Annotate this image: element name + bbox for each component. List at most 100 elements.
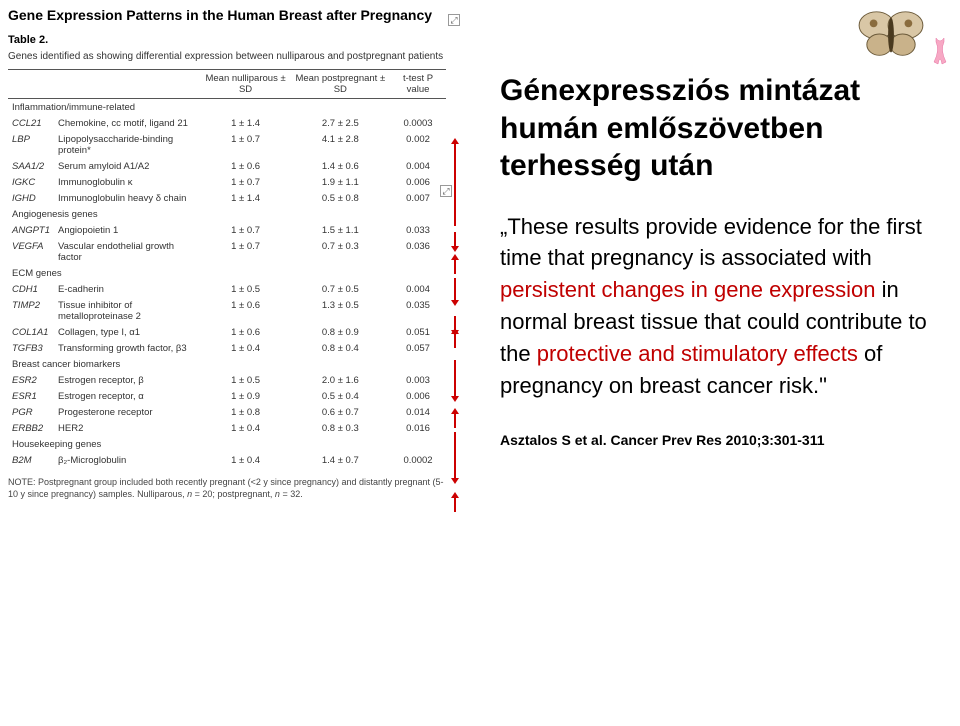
table-cell: 0.7 ± 0.3 xyxy=(291,238,391,265)
table-cell: 0.004 xyxy=(390,281,446,297)
table-row: ESR2Estrogen receptor, β1 ± 0.52.0 ± 1.6… xyxy=(8,372,446,388)
table-caption: Genes identified as showing differential… xyxy=(8,50,446,63)
table-cell: 0.0002 xyxy=(390,452,446,468)
citation: Asztalos S et al. Cancer Prev Res 2010;3… xyxy=(500,432,930,448)
table-section-heading: Housekeeping genes xyxy=(8,436,446,452)
table-cell: 1.4 ± 0.7 xyxy=(291,452,391,468)
ribbon-icon xyxy=(930,36,950,66)
summary-panel: Génexpressziós mintázat humán emlőszövet… xyxy=(500,72,930,448)
table-row: B2Mβ₂-Microglobulin1 ± 0.41.4 ± 0.70.000… xyxy=(8,452,446,468)
table-cell: 1 ± 0.8 xyxy=(201,404,291,420)
table-cell: 1.5 ± 1.1 xyxy=(291,222,391,238)
table-cell: 0.057 xyxy=(390,340,446,356)
table-cell: 1 ± 0.5 xyxy=(201,281,291,297)
table-cell: 0.004 xyxy=(390,158,446,174)
table-row: TGFB3Transforming growth factor, β31 ± 0… xyxy=(8,340,446,356)
table-row: TIMP2Tissue inhibitor of metalloproteina… xyxy=(8,297,446,324)
table-cell: 1 ± 1.4 xyxy=(201,115,291,131)
table-section-heading: ECM genes xyxy=(8,265,446,281)
gene-table: Mean nulliparous ± SD Mean postpregnant … xyxy=(8,69,446,468)
th-pvalue: t-test P value xyxy=(390,70,446,99)
table-cell: 1 ± 0.7 xyxy=(201,174,291,190)
table-cell: CDH1 xyxy=(8,281,54,297)
table-cell: E-cadherin xyxy=(54,281,201,297)
table-cell: 1 ± 0.9 xyxy=(201,388,291,404)
table-note: NOTE: Postpregnant group included both r… xyxy=(8,476,446,500)
quote-pre: „These results provide evidence for the … xyxy=(500,214,922,271)
table-section-heading: Inflammation/immune-related xyxy=(8,99,446,116)
table-cell: 0.014 xyxy=(390,404,446,420)
table-cell: β₂-Microglobulin xyxy=(54,452,201,468)
table-cell: TIMP2 xyxy=(8,297,54,324)
th-nulliparous: Mean nulliparous ± SD xyxy=(201,70,291,99)
table-cell: 1 ± 0.6 xyxy=(201,297,291,324)
arrow-up-icon xyxy=(454,414,456,428)
table-cell: 0.033 xyxy=(390,222,446,238)
table-cell: 0.007 xyxy=(390,190,446,206)
arrow-down-icon xyxy=(454,432,456,478)
table-cell: LBP xyxy=(8,131,54,158)
table-row: ESR1Estrogen receptor, α1 ± 0.90.5 ± 0.4… xyxy=(8,388,446,404)
table-cell: 0.8 ± 0.9 xyxy=(291,324,391,340)
table-cell: TGFB3 xyxy=(8,340,54,356)
butterfly-icon xyxy=(852,6,930,64)
table-cell: 1 ± 0.7 xyxy=(201,238,291,265)
table-cell: 0.036 xyxy=(390,238,446,265)
table-cell: ERBB2 xyxy=(8,420,54,436)
arrow-down-icon xyxy=(454,278,456,300)
table-cell: B2M xyxy=(8,452,54,468)
table-cell: Chemokine, cc motif, ligand 21 xyxy=(54,115,201,131)
table-cell: 1 ± 0.4 xyxy=(201,452,291,468)
table-cell: ESR2 xyxy=(8,372,54,388)
table-row: CDH1E-cadherin1 ± 0.50.7 ± 0.50.004 xyxy=(8,281,446,297)
table-cell: 2.0 ± 1.6 xyxy=(291,372,391,388)
expand-table-icon[interactable]: ⤢ xyxy=(440,185,452,197)
table-cell: 0.006 xyxy=(390,388,446,404)
table-cell: Angiopoietin 1 xyxy=(54,222,201,238)
arrow-up-icon xyxy=(454,498,456,512)
table-cell: SAA1/2 xyxy=(8,158,54,174)
table-label: Table 2. xyxy=(8,34,446,46)
table-cell: Estrogen receptor, α xyxy=(54,388,201,404)
table-cell: 0.035 xyxy=(390,297,446,324)
table-cell: 1 ± 0.6 xyxy=(201,324,291,340)
table-cell: Progesterone receptor xyxy=(54,404,201,420)
table-cell: VEGFA xyxy=(8,238,54,265)
arrow-up-icon xyxy=(454,144,456,226)
table-cell: 2.7 ± 2.5 xyxy=(291,115,391,131)
table-cell: 1.3 ± 0.5 xyxy=(291,297,391,324)
th-postpregnant: Mean postpregnant ± SD xyxy=(291,70,391,99)
article-panel: Gene Expression Patterns in the Human Br… xyxy=(8,6,446,500)
table-cell: Estrogen receptor, β xyxy=(54,372,201,388)
table-row: PGRProgesterone receptor1 ± 0.80.6 ± 0.7… xyxy=(8,404,446,420)
table-cell: ANGPT1 xyxy=(8,222,54,238)
arrow-down-icon xyxy=(454,360,456,396)
table-section-heading: Angiogenesis genes xyxy=(8,206,446,222)
table-cell: 1.9 ± 1.1 xyxy=(291,174,391,190)
table-cell: CCL21 xyxy=(8,115,54,131)
table-row: ERBB2HER21 ± 0.40.8 ± 0.30.016 xyxy=(8,420,446,436)
quote-em1: persistent changes in gene expression xyxy=(500,277,882,302)
table-cell: COL1A1 xyxy=(8,324,54,340)
table-cell: Immunoglobulin heavy δ chain xyxy=(54,190,201,206)
table-cell: 0.7 ± 0.5 xyxy=(291,281,391,297)
table-cell: 0.006 xyxy=(390,174,446,190)
arrow-up-icon xyxy=(454,334,456,348)
table-cell: Serum amyloid A1/A2 xyxy=(54,158,201,174)
article-title: Gene Expression Patterns in the Human Br… xyxy=(8,6,446,24)
table-cell: Tissue inhibitor of metalloproteinase 2 xyxy=(54,297,201,324)
arrow-down-icon xyxy=(454,232,456,246)
table-row: ANGPT1Angiopoietin 11 ± 0.71.5 ± 1.10.03… xyxy=(8,222,446,238)
table-cell: 1 ± 0.5 xyxy=(201,372,291,388)
table-row: COL1A1Collagen, type I, α11 ± 0.60.8 ± 0… xyxy=(8,324,446,340)
table-cell: 1 ± 0.7 xyxy=(201,222,291,238)
table-cell: 1 ± 0.6 xyxy=(201,158,291,174)
table-cell: 4.1 ± 2.8 xyxy=(291,131,391,158)
expand-icon[interactable]: ⤢ xyxy=(448,14,460,26)
table-section-heading: Breast cancer biomarkers xyxy=(8,356,446,372)
table-cell: 0.8 ± 0.4 xyxy=(291,340,391,356)
table-cell: 0.002 xyxy=(390,131,446,158)
table-cell: 0.0003 xyxy=(390,115,446,131)
table-cell: IGKC xyxy=(8,174,54,190)
table-cell: 0.5 ± 0.8 xyxy=(291,190,391,206)
